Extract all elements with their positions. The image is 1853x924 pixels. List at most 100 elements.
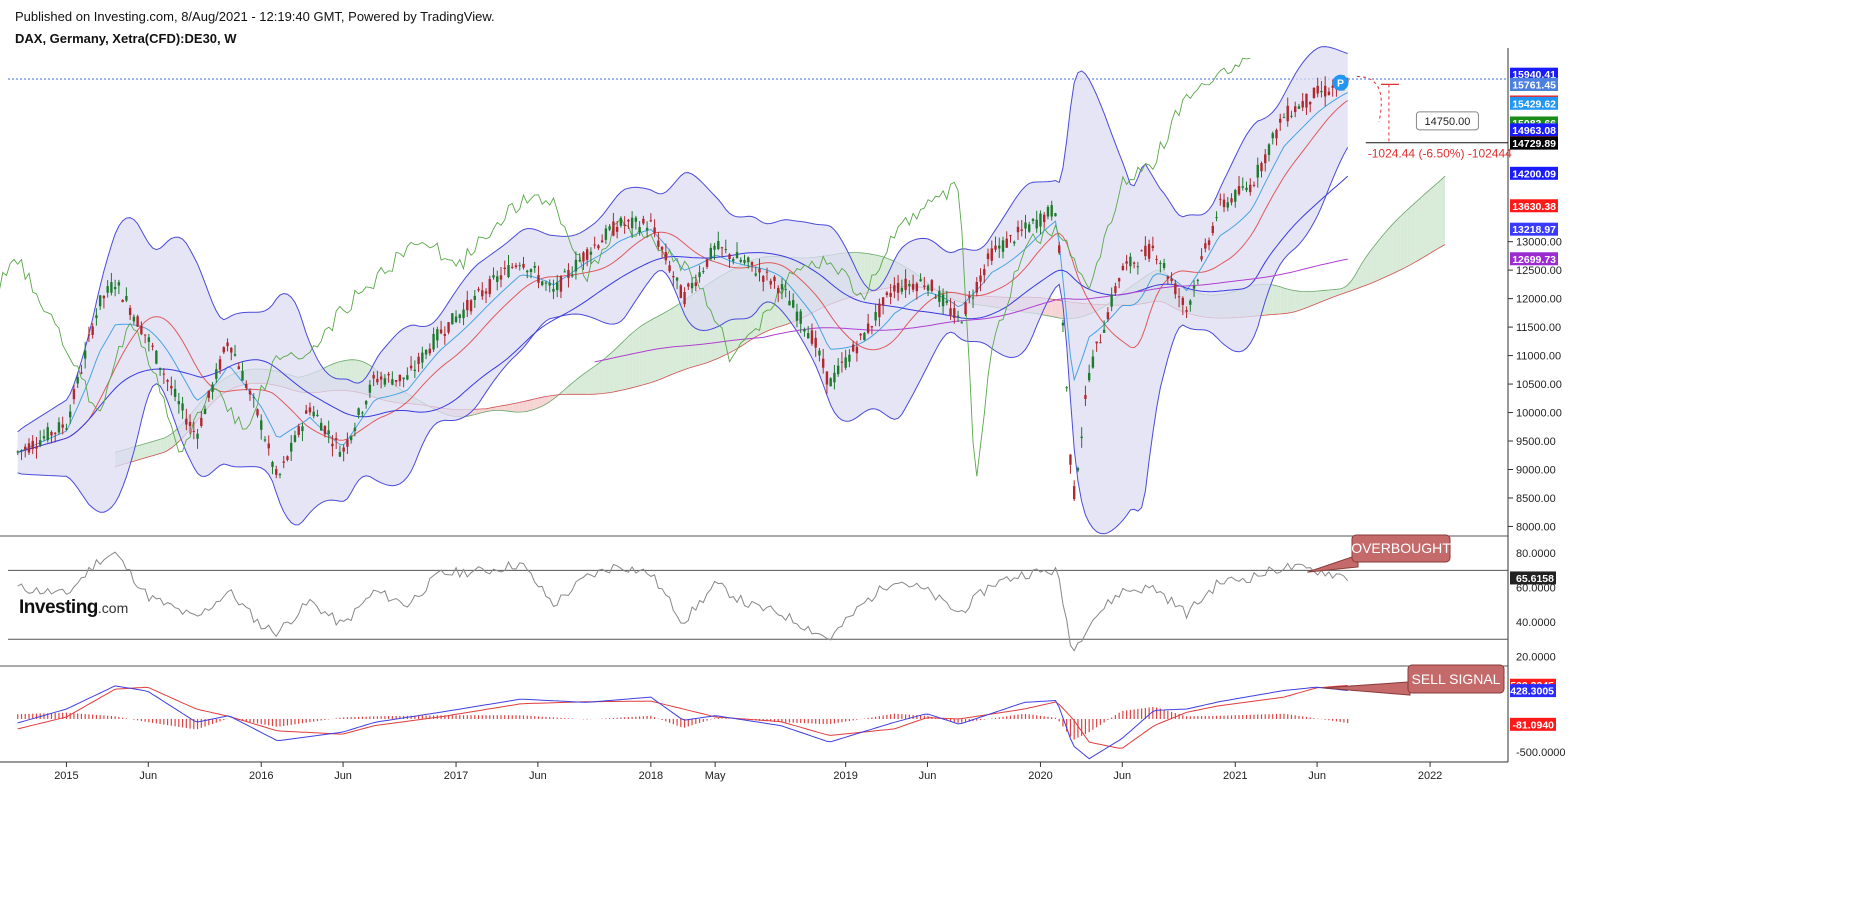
candle-body bbox=[563, 271, 566, 273]
price-tick-label: 9500.00 bbox=[1516, 436, 1556, 448]
cloud-segment bbox=[1336, 288, 1341, 296]
candle-body bbox=[398, 374, 402, 382]
cloud-segment bbox=[572, 380, 576, 395]
candle-body bbox=[308, 407, 312, 413]
price-badge-label: 15429.62 bbox=[1512, 98, 1556, 110]
candle-body bbox=[1106, 312, 1110, 320]
price-badge-label: 14729.89 bbox=[1512, 138, 1556, 150]
candle-body bbox=[1264, 154, 1267, 164]
candle-body bbox=[1095, 341, 1098, 344]
cloud-segment bbox=[474, 409, 479, 415]
candle-body bbox=[31, 440, 34, 450]
candle-body bbox=[1290, 115, 1293, 117]
time-tick-label: May bbox=[705, 770, 726, 782]
candle-body bbox=[1132, 262, 1136, 264]
price-badge-label: 13218.97 bbox=[1512, 224, 1556, 236]
candle-body bbox=[683, 291, 686, 305]
candle-body bbox=[1323, 85, 1327, 97]
candle-body bbox=[87, 334, 91, 336]
candle-body bbox=[61, 424, 64, 428]
projection-curve bbox=[1356, 75, 1382, 123]
cloud-segment bbox=[1047, 298, 1052, 317]
candle-body bbox=[1147, 243, 1151, 259]
candle-body bbox=[732, 258, 735, 261]
candle-body bbox=[413, 369, 417, 372]
candle-body bbox=[1155, 259, 1158, 261]
candle-body bbox=[597, 245, 600, 249]
candle-body bbox=[218, 359, 222, 370]
cloud-segment bbox=[1411, 202, 1416, 265]
cloud-segment bbox=[1358, 262, 1363, 288]
cloud-segment bbox=[515, 402, 520, 413]
candle-body bbox=[1237, 186, 1241, 195]
candle-body bbox=[1166, 276, 1170, 279]
candle-body bbox=[241, 370, 244, 381]
candle-body bbox=[840, 361, 844, 363]
candle-body bbox=[185, 418, 188, 425]
candle-body bbox=[986, 253, 990, 260]
candle-body bbox=[968, 296, 971, 298]
time-tick-label: Jun bbox=[919, 770, 937, 782]
candle-body bbox=[1087, 372, 1091, 381]
cloud-segment bbox=[605, 354, 610, 394]
candle-body bbox=[645, 227, 649, 231]
candle-body bbox=[570, 274, 574, 277]
candle-body bbox=[514, 265, 518, 268]
candle-body bbox=[859, 333, 862, 336]
candle-body bbox=[690, 282, 694, 289]
overbought-label: OVERBOUGHT bbox=[1351, 540, 1451, 556]
target-box bbox=[1415, 111, 1479, 131]
candle-body bbox=[143, 334, 147, 336]
candle-body bbox=[83, 350, 87, 359]
cloud-segment bbox=[680, 300, 685, 371]
candle-body bbox=[675, 277, 679, 281]
candle-body bbox=[777, 287, 780, 294]
candle-body bbox=[844, 357, 847, 368]
candle-body bbox=[1260, 162, 1263, 172]
candle-body bbox=[147, 337, 151, 342]
candle-body bbox=[286, 456, 289, 460]
candle-body bbox=[896, 282, 900, 293]
candle-body bbox=[900, 287, 904, 292]
candle-body bbox=[353, 427, 357, 431]
candle-body bbox=[282, 461, 285, 463]
candle-body bbox=[709, 247, 712, 259]
candle-body bbox=[627, 219, 630, 222]
cloud-segment bbox=[590, 366, 595, 395]
candle-body bbox=[1065, 387, 1068, 389]
candle-body bbox=[409, 365, 413, 369]
candle-body bbox=[960, 322, 963, 324]
candle-body bbox=[1031, 219, 1035, 221]
rsi-line bbox=[17, 551, 1349, 652]
price-badge bbox=[1510, 222, 1558, 236]
candle-body bbox=[1230, 198, 1233, 203]
candle-body bbox=[65, 428, 68, 430]
candle-body bbox=[170, 385, 173, 389]
candle-body bbox=[1301, 101, 1304, 108]
rsi-panel: 80.0000 60.0000 40.0000 20.0000 65.6158 OVERB… bbox=[8, 534, 1556, 663]
candle-body bbox=[327, 430, 330, 435]
macd-value-badge bbox=[1510, 717, 1556, 731]
candle-body bbox=[1308, 101, 1312, 105]
cloud-segment bbox=[598, 360, 603, 394]
candle-body bbox=[230, 347, 233, 353]
marker-circle bbox=[1332, 74, 1349, 91]
candle-body bbox=[1035, 219, 1038, 229]
candle-body bbox=[833, 372, 836, 383]
cloud-segment bbox=[650, 318, 655, 383]
lagging-span bbox=[0, 57, 1251, 477]
cloud-segment bbox=[1415, 199, 1419, 263]
candle-body bbox=[660, 246, 664, 250]
candle-body bbox=[1256, 164, 1259, 178]
candle-body bbox=[881, 297, 885, 306]
candle-body bbox=[971, 297, 975, 299]
cloud-segment bbox=[1373, 241, 1378, 283]
cloud-segment bbox=[1366, 251, 1371, 286]
candle-body bbox=[728, 254, 731, 259]
cloud-segment bbox=[1298, 291, 1303, 311]
candle-body bbox=[915, 283, 919, 292]
time-tick-label: 2021 bbox=[1223, 770, 1247, 782]
candle-body bbox=[750, 261, 754, 266]
candle-body bbox=[1099, 342, 1102, 344]
